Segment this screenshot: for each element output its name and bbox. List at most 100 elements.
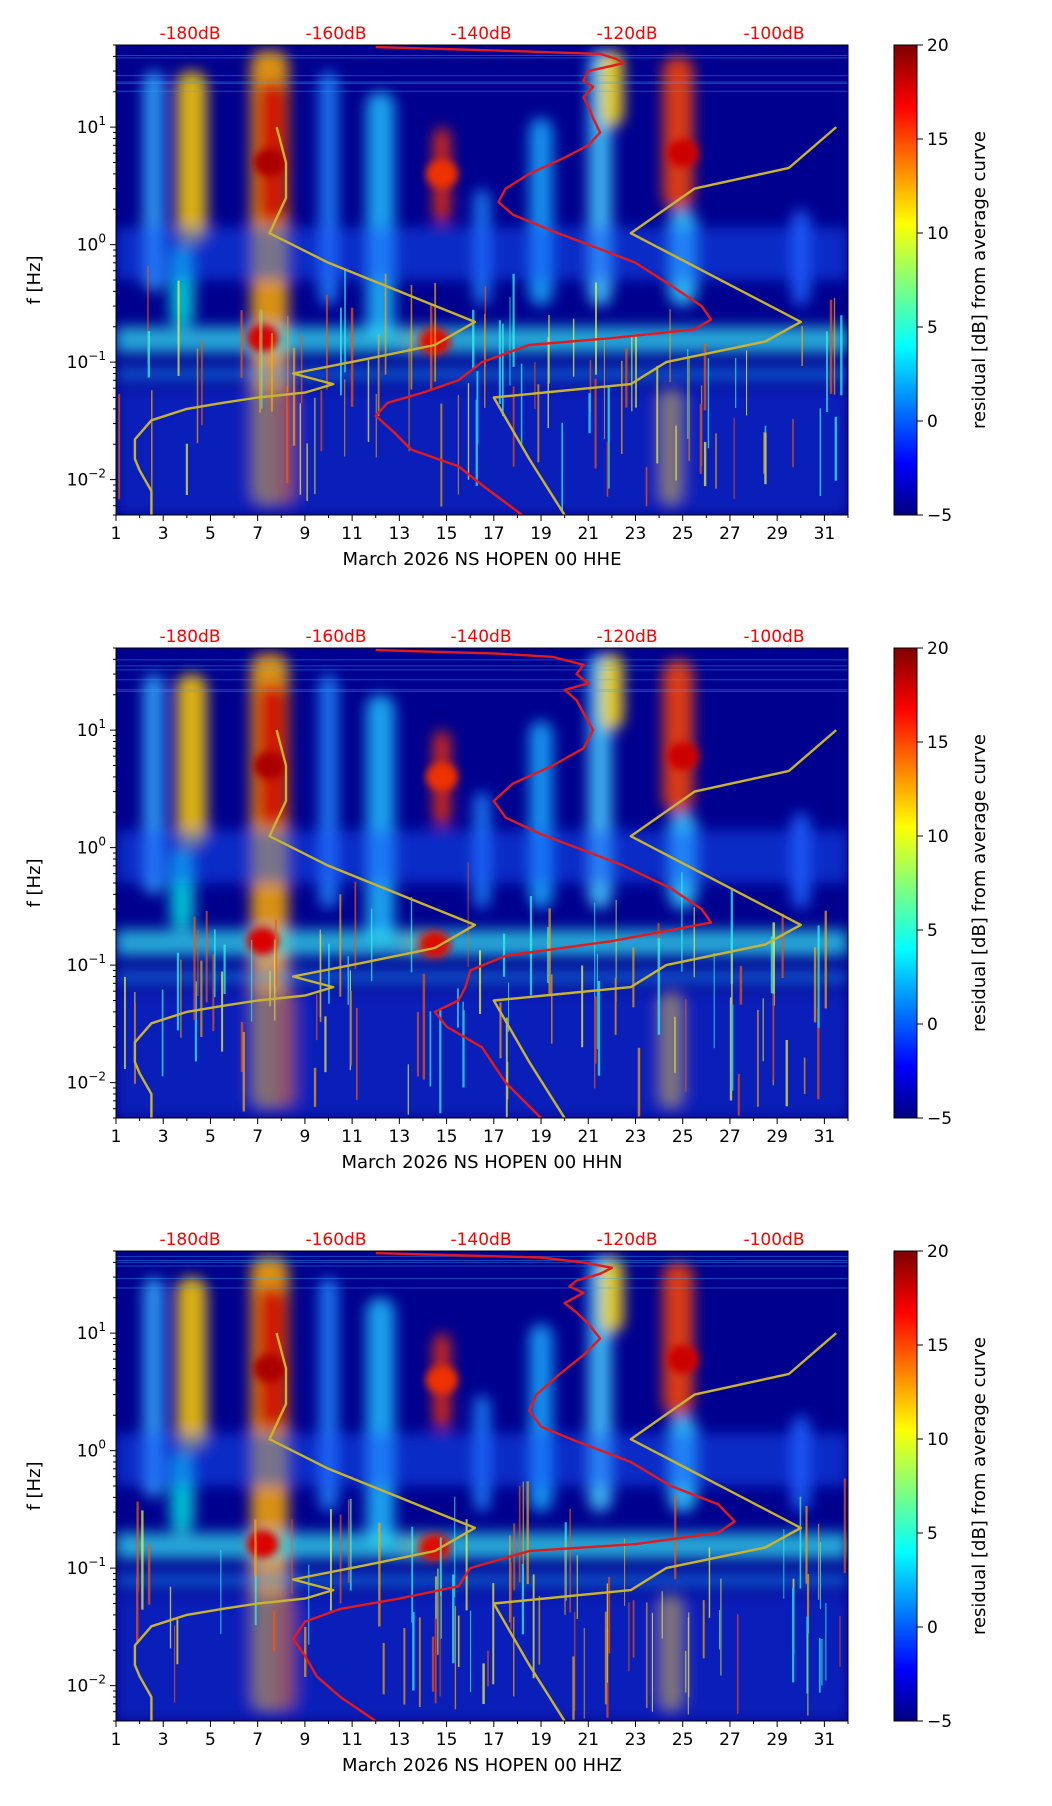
x-tick-label: 31 (814, 1730, 836, 1750)
x-tick-label: 13 (389, 524, 411, 544)
x-axis-label: March 2026 NS HOPEN 00 HHE (343, 549, 622, 570)
x-tick-label: 5 (205, 1730, 216, 1750)
x-tick-label: 3 (158, 524, 169, 544)
top-db-label: -160dB (305, 1230, 366, 1250)
model-curve-high (492, 126, 837, 515)
x-tick-label: 31 (814, 524, 836, 544)
x-axis: 1 3 5 7 9 11 13 15 17 19 21 23 25 27 29 31 (111, 1118, 849, 1147)
x-tick-label: 21 (577, 524, 599, 544)
colorbar-tick-label: 15 (927, 1336, 949, 1356)
top-db-label: -100dB (743, 1230, 804, 1250)
colorbar-tick-label: −5 (927, 1712, 952, 1732)
x-axis: 1 3 5 7 9 11 13 15 17 19 21 23 25 27 29 31 (111, 1721, 849, 1750)
colorbar-tick-label: 10 (927, 224, 949, 244)
x-tick-label: 13 (389, 1127, 411, 1147)
x-tick-label: 19 (530, 1730, 552, 1750)
noise-curve (291, 1251, 736, 1721)
colorbar-label: residual [dB] from average curve (969, 1337, 990, 1635)
x-tick-label: 27 (719, 1730, 741, 1750)
colorbar-tick-label: 5 (927, 318, 938, 338)
x-axis-label: March 2026 NS HOPEN 00 HHZ (342, 1755, 622, 1776)
colorbar-tick-label: −5 (927, 1109, 952, 1129)
x-tick-label: 7 (252, 524, 263, 544)
x-tick-label: 23 (625, 1127, 647, 1147)
x-tick-label: 9 (299, 1730, 310, 1750)
top-db-label: -140dB (450, 1230, 511, 1250)
x-tick-label: 5 (205, 1127, 216, 1147)
x-tick-label: 29 (766, 1730, 788, 1750)
top-db-label: -160dB (305, 627, 366, 647)
x-tick-label: 11 (341, 524, 363, 544)
x-tick-label: 15 (436, 524, 458, 544)
top-db-label: -140dB (450, 24, 511, 44)
x-tick-label: 31 (814, 1127, 836, 1147)
x-tick-label: 21 (577, 1127, 599, 1147)
y-tick-label: 10−2 (67, 1673, 106, 1697)
x-tick-label: 27 (719, 524, 741, 544)
colorbar-label: residual [dB] from average curve (969, 734, 990, 1032)
x-tick-label: 17 (483, 1127, 505, 1147)
top-db-label: -120dB (596, 627, 657, 647)
y-tick-label: 101 (77, 1320, 106, 1344)
x-tick-label: 15 (436, 1730, 458, 1750)
x-tick-label: 7 (252, 1730, 263, 1750)
noise-curve (374, 45, 713, 515)
x-tick-label: 25 (672, 1127, 694, 1147)
top-db-label: -160dB (305, 24, 366, 44)
colorbar-tick-label: 20 (927, 639, 949, 659)
y-tick-label: 10−2 (67, 467, 106, 491)
noise-curve (375, 648, 713, 1118)
top-db-label: -180dB (159, 1230, 220, 1250)
top-db-axis: -180dB -160dB -140dB -120dB -100dB (159, 627, 804, 647)
x-tick-label: 17 (483, 524, 505, 544)
colorbar-tick-label: 15 (927, 733, 949, 753)
x-tick-label: 23 (625, 1730, 647, 1750)
colorbar-tick-label: 10 (927, 1430, 949, 1450)
top-db-label: -120dB (596, 1230, 657, 1250)
top-db-label: -120dB (596, 24, 657, 44)
colorbar-tick-label: 10 (927, 827, 949, 847)
x-tick-label: 15 (436, 1127, 458, 1147)
colorbar-tick-label: 20 (927, 1242, 949, 1262)
x-tick-label: 9 (299, 524, 310, 544)
x-tick-label: 7 (252, 1127, 263, 1147)
heatmap-texture (116, 648, 848, 1118)
x-tick-label: 23 (625, 524, 647, 544)
y-axis-label: f [Hz] (24, 858, 45, 907)
top-db-label: -100dB (743, 627, 804, 647)
model-curve-high (492, 1332, 837, 1721)
colorbar-tick-label: 0 (927, 1618, 938, 1638)
x-tick-label: 29 (766, 1127, 788, 1147)
colorbar-tick-label: 0 (927, 1015, 938, 1035)
y-tick-label: 100 (77, 232, 106, 256)
colorbar: 20 15 10 5 0 −5 residual [dB] from average cur… (893, 1242, 990, 1732)
colorbar-tick-label: −5 (927, 506, 952, 526)
x-tick-label: 3 (158, 1730, 169, 1750)
y-tick-label: 101 (77, 717, 106, 741)
x-tick-label: 9 (299, 1127, 310, 1147)
x-tick-label: 27 (719, 1127, 741, 1147)
colorbar-tick-label: 5 (927, 921, 938, 941)
x-axis-label: March 2026 NS HOPEN 00 HHN (341, 1152, 622, 1173)
model-curve-high (492, 729, 837, 1118)
colorbar: 20 15 10 5 0 −5 residual [dB] from average cur… (893, 639, 990, 1129)
colorbar-label: residual [dB] from average curve (969, 131, 990, 429)
x-tick-label: 25 (672, 524, 694, 544)
y-axis: 10−2 10−1 100 101 (67, 1250, 116, 1722)
top-db-axis: -180dB -160dB -140dB -120dB -100dB (159, 24, 804, 44)
x-tick-label: 3 (158, 1127, 169, 1147)
colorbar: 20 15 10 5 0 −5 residual [dB] from average cur… (893, 36, 990, 526)
y-axis: 10−2 10−1 100 101 (67, 44, 116, 516)
y-tick-label: 10−2 (67, 1070, 106, 1094)
y-axis: 10−2 10−1 100 101 (67, 647, 116, 1119)
model-curve-low (133, 126, 477, 515)
x-tick-label: 11 (341, 1127, 363, 1147)
y-tick-label: 10−1 (67, 1555, 106, 1579)
top-db-label: -140dB (450, 627, 511, 647)
x-tick-label: 1 (111, 1127, 122, 1147)
x-tick-label: 25 (672, 1730, 694, 1750)
x-tick-label: 29 (766, 524, 788, 544)
